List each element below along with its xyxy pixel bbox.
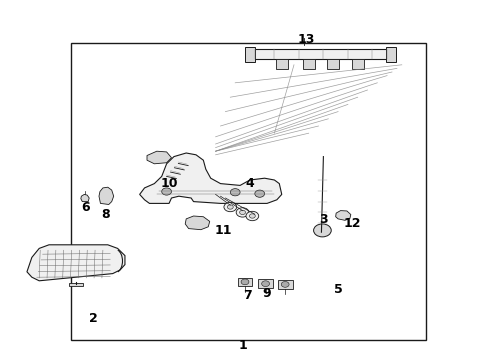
Circle shape [227,205,233,209]
Text: 4: 4 [245,177,254,190]
Text: 3: 3 [319,213,328,226]
Bar [303,59,315,69]
Bar [386,47,396,62]
Text: 11: 11 [214,224,232,237]
Circle shape [162,188,172,195]
Bar [247,49,392,59]
Text: 6: 6 [81,201,90,213]
Polygon shape [81,194,89,202]
Bar [276,59,288,69]
Circle shape [262,281,270,287]
Bar [238,278,252,286]
Text: 8: 8 [101,208,110,221]
Bar [278,280,293,289]
Circle shape [249,214,255,218]
Bar [245,47,255,62]
Circle shape [241,279,249,285]
Text: 1: 1 [238,339,247,352]
Bar [71,43,426,340]
Circle shape [224,202,237,212]
Polygon shape [140,153,282,203]
Text: 9: 9 [263,287,271,300]
Text: 12: 12 [344,217,362,230]
Bar [352,59,364,69]
Polygon shape [27,245,125,281]
Circle shape [230,189,240,196]
Text: 10: 10 [160,177,178,190]
Polygon shape [336,211,351,220]
Circle shape [314,224,331,237]
Text: 13: 13 [297,33,315,46]
Text: 5: 5 [334,283,343,296]
Text: 7: 7 [243,289,252,302]
Circle shape [240,210,245,215]
Circle shape [281,282,289,287]
Polygon shape [147,151,172,164]
Circle shape [255,190,265,197]
Bar [69,283,83,286]
Circle shape [236,208,249,217]
Bar [258,279,273,288]
Polygon shape [185,216,210,230]
Polygon shape [99,187,114,204]
Bar [327,59,339,69]
Text: 2: 2 [89,312,98,325]
Circle shape [246,211,259,221]
